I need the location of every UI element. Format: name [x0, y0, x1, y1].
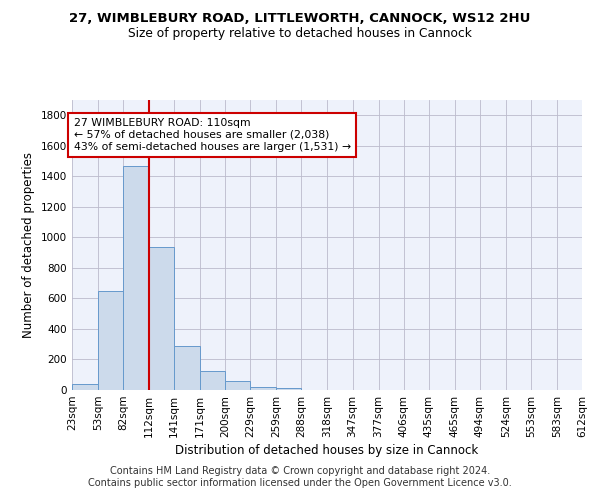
X-axis label: Distribution of detached houses by size in Cannock: Distribution of detached houses by size …	[175, 444, 479, 457]
Bar	[200, 371, 225, 390]
Text: 27, WIMBLEBURY ROAD, LITTLEWORTH, CANNOCK, WS12 2HU: 27, WIMBLEBURY ROAD, LITTLEWORTH, CANNOC…	[70, 12, 530, 26]
Text: Contains HM Land Registry data © Crown copyright and database right 2024.
Contai: Contains HM Land Registry data © Crown c…	[88, 466, 512, 487]
Text: Size of property relative to detached houses in Cannock: Size of property relative to detached ho…	[128, 28, 472, 40]
Bar	[250, 386, 277, 390]
Y-axis label: Number of detached properties: Number of detached properties	[22, 152, 35, 338]
Bar	[123, 166, 149, 390]
Bar	[174, 346, 200, 390]
Bar	[277, 388, 301, 390]
Bar	[72, 384, 98, 390]
Bar	[149, 248, 174, 390]
Bar	[98, 291, 123, 390]
Bar	[225, 381, 250, 390]
Text: 27 WIMBLEBURY ROAD: 110sqm
← 57% of detached houses are smaller (2,038)
43% of s: 27 WIMBLEBURY ROAD: 110sqm ← 57% of deta…	[74, 118, 351, 152]
